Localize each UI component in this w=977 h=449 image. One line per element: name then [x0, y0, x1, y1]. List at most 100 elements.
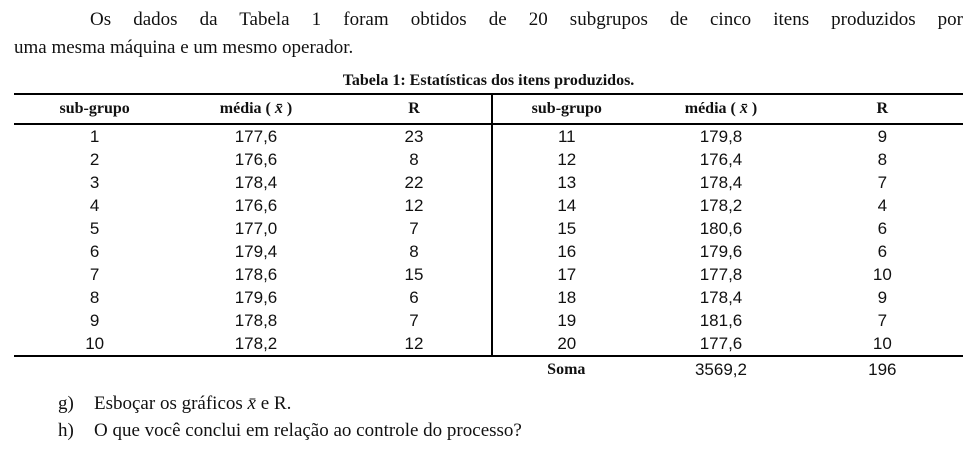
range-cell: 23 — [336, 124, 494, 148]
range-cell: 8 — [336, 148, 494, 171]
subgroup-header-left: sub-grupo — [59, 100, 130, 117]
statistics-table: sub-grupo média ( x̄ ) R sub-grupo média… — [14, 93, 963, 382]
mean-cell: 178,2 — [234, 334, 278, 353]
table-row: 4 176,6 12 14 178,2 4 — [14, 194, 963, 217]
mean-cell: 177,8 — [699, 265, 743, 284]
mean-cell: 176,4 — [699, 150, 743, 169]
soma-label: Soma — [547, 361, 586, 378]
subgroup-cell: 15 — [557, 219, 577, 238]
subgroup-cell: 16 — [557, 242, 577, 261]
table-body: 1 177,6 23 11 179,8 9 2 176,6 8 12 176,4… — [14, 124, 963, 382]
range-cell: 6 — [877, 219, 888, 238]
range-cell: 22 — [336, 171, 494, 194]
mean-cell: 178,2 — [699, 196, 743, 215]
subgroup-cell: 3 — [89, 173, 100, 192]
range-cell: 7 — [877, 173, 888, 192]
range-cell: 7 — [877, 311, 888, 330]
empty-cell — [14, 356, 175, 382]
mean-cell: 181,6 — [699, 311, 743, 330]
mean-cell: 179,6 — [699, 242, 743, 261]
subgroup-cell: 10 — [85, 334, 105, 353]
table-row: 6 179,4 8 16 179,6 6 — [14, 240, 963, 263]
range-cell: 7 — [336, 309, 494, 332]
range-cell: 8 — [877, 150, 888, 169]
mean-header-text: média ( — [219, 100, 275, 117]
subgroup-header-right: sub-grupo — [531, 100, 602, 117]
subgroup-cell: 19 — [557, 311, 577, 330]
question-g-post: e R. — [255, 393, 292, 414]
mean-header-right: média ( x̄ ) — [640, 94, 801, 124]
question-g-text: Esboçar os gráficos x̄ e R. — [94, 390, 963, 417]
range-header-left: R — [336, 94, 494, 124]
table-row: 8 179,6 6 18 178,4 9 — [14, 286, 963, 309]
subgroup-cell: 14 — [557, 196, 577, 215]
mean-header-left: média ( x̄ ) — [175, 94, 336, 124]
subgroup-cell: 1 — [89, 127, 100, 146]
mean-cell: 178,8 — [234, 311, 278, 330]
question-g: g) Esboçar os gráficos x̄ e R. — [14, 390, 963, 417]
mean-cell: 179,6 — [234, 288, 278, 307]
table-row: 1 177,6 23 11 179,8 9 — [14, 124, 963, 148]
soma-mean-total: 3569,2 — [694, 360, 747, 379]
subgroup-cell: 9 — [89, 311, 100, 330]
mean-cell: 177,0 — [234, 219, 278, 238]
mean-cell: 177,6 — [699, 334, 743, 353]
range-cell: 8 — [336, 240, 494, 263]
table-row: 5 177,0 7 15 180,6 6 — [14, 217, 963, 240]
subgroup-cell: 8 — [89, 288, 100, 307]
mean-cell: 177,6 — [234, 127, 278, 146]
mean-cell: 178,6 — [234, 265, 278, 284]
subgroup-cell: 11 — [557, 127, 576, 146]
table-row: 10 178,2 12 20 177,6 10 — [14, 332, 963, 356]
subgroup-cell: 20 — [557, 334, 577, 353]
range-cell: 9 — [877, 288, 888, 307]
subgroup-cell: 7 — [89, 265, 100, 284]
range-cell: 6 — [336, 286, 494, 309]
table-row: 9 178,8 7 19 181,6 7 — [14, 309, 963, 332]
mean-cell: 179,4 — [234, 242, 278, 261]
question-h: h) O que você conclui em relação ao cont… — [14, 417, 963, 444]
subgroup-cell: 4 — [89, 196, 100, 215]
xbar-symbol: x̄ — [274, 100, 283, 117]
table-row: 7 178,6 15 17 177,8 10 — [14, 263, 963, 286]
range-cell: 7 — [336, 217, 494, 240]
mean-cell: 179,8 — [699, 127, 743, 146]
subgroup-cell: 17 — [557, 265, 577, 284]
table-row: 3 178,4 22 13 178,4 7 — [14, 171, 963, 194]
table-row: 2 176,6 8 12 176,4 8 — [14, 148, 963, 171]
mean-cell: 178,4 — [234, 173, 278, 192]
range-cell: 10 — [872, 334, 892, 353]
mean-header-text-close: ) — [747, 100, 758, 117]
mean-cell: 176,6 — [234, 150, 278, 169]
range-cell: 6 — [877, 242, 888, 261]
intro-line-2: uma mesma máquina e um mesmo operador. — [14, 37, 354, 58]
subgroup-cell: 12 — [557, 150, 577, 169]
mean-cell: 180,6 — [699, 219, 743, 238]
table-header: sub-grupo média ( x̄ ) R sub-grupo média… — [14, 94, 963, 124]
subgroup-cell: 18 — [557, 288, 577, 307]
question-h-text: O que você conclui em relação ao control… — [94, 420, 522, 441]
subgroup-cell: 2 — [89, 150, 100, 169]
xbar-symbol: x̄ — [247, 393, 256, 414]
range-cell: 10 — [872, 265, 892, 284]
mean-header-text-close: ) — [282, 100, 293, 117]
soma-range-total: 196 — [868, 360, 897, 379]
empty-cell — [337, 356, 493, 382]
mean-cell: 178,4 — [699, 173, 743, 192]
subgroup-cell: 5 — [89, 219, 100, 238]
question-g-label: g) — [58, 393, 74, 414]
header-row: sub-grupo média ( x̄ ) R sub-grupo média… — [14, 94, 963, 124]
xbar-symbol: x̄ — [739, 100, 748, 117]
question-h-label: h) — [58, 420, 74, 441]
range-cell: 12 — [336, 332, 494, 356]
range-cell: 12 — [336, 194, 494, 217]
mean-cell: 176,6 — [234, 196, 278, 215]
soma-row: Soma 3569,2 196 — [14, 356, 963, 382]
intro-paragraph: Os dados da Tabela 1 foram obtidos de 20… — [14, 6, 963, 62]
range-cell: 15 — [336, 263, 494, 286]
intro-line-1: Os dados da Tabela 1 foram obtidos de 20… — [90, 9, 963, 30]
empty-cell — [175, 356, 336, 382]
range-cell: 4 — [877, 196, 888, 215]
table-title: Tabela 1: Estatísticas dos itens produzi… — [342, 72, 635, 89]
subgroup-cell: 6 — [89, 242, 100, 261]
